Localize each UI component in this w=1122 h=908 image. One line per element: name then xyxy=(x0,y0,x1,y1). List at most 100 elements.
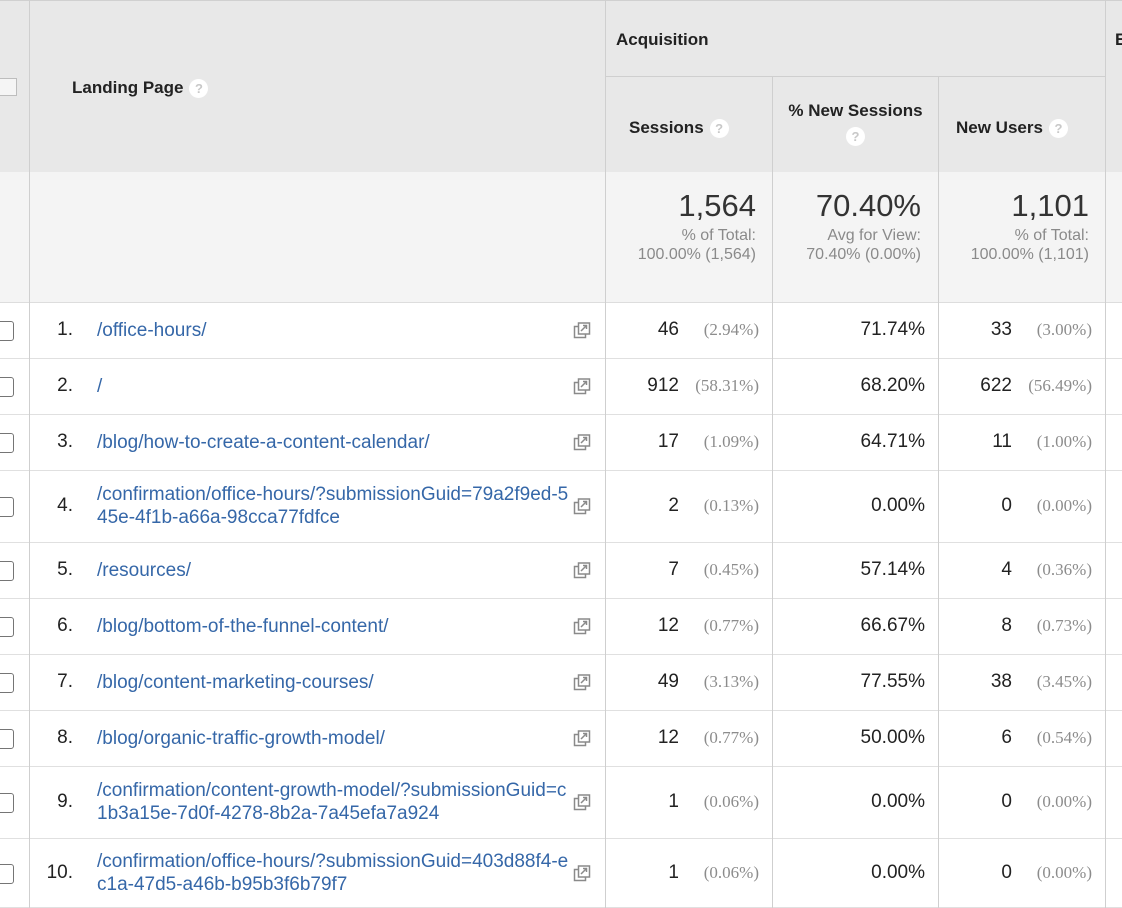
landing-page-link[interactable]: /resources/ xyxy=(97,559,191,581)
column-header-landing-page[interactable]: Landing Page? xyxy=(72,78,209,99)
row-index: 9. xyxy=(57,791,73,812)
new-sessions-value: 50.00% xyxy=(860,727,925,748)
table-row: 8. /blog/organic-traffic-growth-model/12 (… xyxy=(0,711,1122,767)
sessions-value: 1 xyxy=(668,791,679,812)
row-index: 2. xyxy=(57,375,73,396)
sessions-percent: (0.77%) xyxy=(703,728,759,747)
column-divider xyxy=(29,0,30,908)
column-divider xyxy=(1105,0,1106,908)
totals-sessions: 1,564 % of Total: 100.00% (1,564) xyxy=(606,186,756,264)
new-users-value: 0 xyxy=(1001,495,1012,516)
open-in-new-window-icon[interactable] xyxy=(573,864,591,882)
totals-caption: % of Total: xyxy=(681,227,756,244)
open-in-new-window-icon[interactable] xyxy=(573,794,591,811)
sessions-value: 912 xyxy=(647,375,679,396)
new-users-value: 33 xyxy=(990,319,1012,340)
row-checkbox[interactable] xyxy=(0,793,14,813)
column-header-new-users[interactable]: New Users? xyxy=(956,118,1068,139)
landing-page-link[interactable]: /blog/how-to-create-a-content-calendar/ xyxy=(97,431,430,453)
sessions-value: 46 xyxy=(657,319,679,340)
table-row: 4. /confirmation/office-hours/?submission… xyxy=(0,471,1122,543)
sessions-percent: (1.09%) xyxy=(703,432,759,451)
landing-page-link[interactable]: /blog/organic-traffic-growth-model/ xyxy=(97,727,385,749)
sessions-percent: (3.13%) xyxy=(703,672,759,691)
landing-page-link[interactable]: /blog/content-marketing-courses/ xyxy=(97,671,374,693)
row-checkbox[interactable] xyxy=(0,321,14,341)
landing-page-link[interactable]: /confirmation/content-growth-model/?subm… xyxy=(97,780,567,824)
landing-page-link[interactable]: /confirmation/office-hours/?submissionGu… xyxy=(97,484,569,528)
new-sessions-value: 0.00% xyxy=(871,495,925,516)
new-users-percent: (3.00%) xyxy=(1036,320,1092,339)
sessions-value: 17 xyxy=(657,431,679,452)
totals-caption: 70.40% (0.00%) xyxy=(806,246,921,263)
open-in-new-window-icon[interactable] xyxy=(573,434,591,451)
row-checkbox[interactable] xyxy=(0,433,14,453)
landing-page-link[interactable]: /confirmation/office-hours/?submissionGu… xyxy=(97,850,569,895)
table-row: 9. /confirmation/content-growth-model/?su… xyxy=(0,767,1122,839)
table-row: 6. /blog/bottom-of-the-funnel-content/12 (… xyxy=(0,599,1122,655)
new-sessions-value: 57.14% xyxy=(860,559,925,580)
landing-page-link[interactable]: /office-hours/ xyxy=(97,319,207,341)
column-header-label: New Users xyxy=(956,118,1043,137)
new-users-percent: (0.00%) xyxy=(1036,862,1092,882)
new-sessions-value: 0.00% xyxy=(871,791,925,812)
new-users-value: 38 xyxy=(990,671,1012,692)
row-checkbox[interactable] xyxy=(0,729,14,749)
row-checkbox[interactable] xyxy=(0,863,14,884)
group-header-next-partial: E xyxy=(1115,30,1122,49)
sessions-value: 7 xyxy=(668,559,679,580)
landing-page-link[interactable]: / xyxy=(97,375,103,397)
sessions-value: 1 xyxy=(668,861,679,883)
sessions-value: 12 xyxy=(657,615,679,636)
totals-caption: % of Total: xyxy=(1014,227,1089,244)
row-checkbox[interactable] xyxy=(0,497,14,517)
landing-page-link[interactable]: /blog/bottom-of-the-funnel-content/ xyxy=(97,615,389,637)
new-users-percent: (0.36%) xyxy=(1036,560,1092,579)
table-row: 2. / 912 (58.31%) 68.20% 622 (56.49%) xyxy=(0,359,1122,415)
new-users-value: 0 xyxy=(1001,791,1012,812)
open-in-new-window-icon[interactable] xyxy=(573,498,591,515)
column-divider xyxy=(605,0,606,908)
open-in-new-window-icon[interactable] xyxy=(573,618,591,635)
column-header-label: Landing Page xyxy=(72,78,184,97)
help-icon[interactable]: ? xyxy=(709,119,729,139)
row-checkbox[interactable] xyxy=(0,673,14,693)
open-in-new-window-icon[interactable] xyxy=(573,730,591,747)
column-header-new-sessions[interactable]: % New Sessions ? xyxy=(773,101,938,147)
sessions-percent: (2.94%) xyxy=(703,320,759,339)
totals-caption: Avg for View: xyxy=(827,227,921,244)
sessions-percent: (0.06%) xyxy=(703,862,759,882)
group-header-acquisition: Acquisition xyxy=(616,30,709,49)
new-sessions-value: 0.00% xyxy=(871,861,925,883)
new-users-value: 6 xyxy=(1001,727,1012,748)
row-index: 7. xyxy=(57,671,73,692)
sessions-value: 2 xyxy=(668,495,679,516)
new-sessions-value: 71.74% xyxy=(860,319,925,340)
table-row: 5. /resources/7 (0.45%) 57.14% 4 (0.36%) xyxy=(0,543,1122,599)
sessions-percent: (0.45%) xyxy=(703,560,759,579)
help-icon[interactable]: ? xyxy=(1048,119,1068,139)
row-index: 1. xyxy=(57,319,73,340)
help-icon[interactable]: ? xyxy=(846,127,865,147)
row-index: 3. xyxy=(57,431,73,452)
select-all-checkbox[interactable] xyxy=(0,78,17,96)
table-row: 3. /blog/how-to-create-a-content-calendar… xyxy=(0,415,1122,471)
new-users-percent: (3.45%) xyxy=(1036,672,1092,691)
table-header: Landing Page? Acquisition E Sessions? % … xyxy=(0,0,1122,172)
new-users-percent: (0.73%) xyxy=(1036,616,1092,635)
row-checkbox[interactable] xyxy=(0,561,14,581)
header-divider xyxy=(605,76,1105,77)
open-in-new-window-icon[interactable] xyxy=(573,322,591,339)
column-divider xyxy=(938,76,939,908)
open-in-new-window-icon[interactable] xyxy=(573,562,591,579)
new-users-percent: (0.00%) xyxy=(1036,496,1092,515)
help-icon[interactable]: ? xyxy=(189,79,209,99)
column-header-sessions[interactable]: Sessions? xyxy=(629,118,729,139)
open-in-new-window-icon[interactable] xyxy=(573,378,591,395)
totals-caption: 100.00% (1,564) xyxy=(637,246,756,263)
new-sessions-value: 66.67% xyxy=(860,615,925,636)
table-row: 7. /blog/content-marketing-courses/49 (3.1… xyxy=(0,655,1122,711)
row-checkbox[interactable] xyxy=(0,617,14,637)
open-in-new-window-icon[interactable] xyxy=(573,674,591,691)
row-checkbox[interactable] xyxy=(0,377,14,397)
